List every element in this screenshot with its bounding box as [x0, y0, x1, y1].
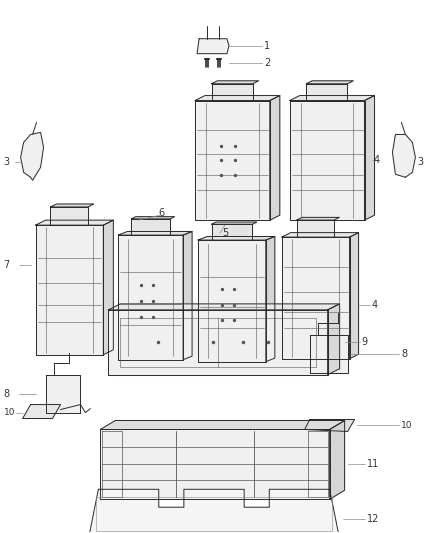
Polygon shape — [212, 81, 258, 84]
Polygon shape — [310, 335, 348, 373]
Text: 6: 6 — [158, 208, 164, 218]
Polygon shape — [297, 217, 339, 220]
Text: 10: 10 — [4, 408, 15, 417]
Polygon shape — [108, 304, 339, 310]
Polygon shape — [198, 237, 275, 240]
Polygon shape — [50, 207, 88, 225]
Polygon shape — [23, 405, 60, 418]
Polygon shape — [183, 231, 192, 360]
Text: 4: 4 — [371, 300, 378, 310]
Text: 12: 12 — [367, 514, 379, 524]
Polygon shape — [290, 95, 374, 101]
Text: 7: 7 — [4, 260, 10, 270]
Polygon shape — [305, 419, 355, 432]
Polygon shape — [212, 224, 252, 240]
Polygon shape — [364, 95, 374, 220]
Polygon shape — [306, 81, 353, 84]
Polygon shape — [350, 232, 359, 359]
Text: 9: 9 — [361, 337, 367, 348]
Text: 3: 3 — [4, 157, 10, 167]
Text: 5: 5 — [222, 228, 228, 238]
Polygon shape — [290, 101, 364, 220]
Polygon shape — [46, 375, 81, 413]
Polygon shape — [297, 220, 334, 237]
Polygon shape — [100, 430, 330, 499]
Polygon shape — [197, 39, 229, 54]
Polygon shape — [392, 134, 415, 177]
Text: 1: 1 — [264, 41, 270, 51]
Polygon shape — [330, 421, 345, 499]
Polygon shape — [270, 95, 280, 220]
Text: 10: 10 — [401, 421, 413, 430]
Polygon shape — [131, 219, 170, 235]
Polygon shape — [131, 216, 175, 219]
Polygon shape — [50, 204, 94, 207]
Text: 4: 4 — [374, 155, 380, 165]
Polygon shape — [198, 240, 266, 362]
Text: 2: 2 — [264, 58, 270, 68]
Polygon shape — [118, 235, 183, 360]
Polygon shape — [212, 84, 253, 101]
Polygon shape — [108, 310, 328, 375]
Polygon shape — [282, 232, 359, 237]
Polygon shape — [328, 304, 339, 375]
Polygon shape — [306, 84, 347, 101]
Polygon shape — [35, 225, 103, 355]
Polygon shape — [266, 237, 275, 362]
Text: 11: 11 — [367, 459, 379, 470]
Polygon shape — [103, 220, 113, 355]
Polygon shape — [195, 101, 270, 220]
Polygon shape — [35, 220, 113, 225]
Polygon shape — [100, 421, 345, 430]
Polygon shape — [282, 237, 350, 359]
Text: 8: 8 — [4, 389, 10, 399]
Polygon shape — [21, 132, 43, 180]
Text: 3: 3 — [417, 157, 424, 167]
Polygon shape — [212, 222, 257, 224]
Polygon shape — [118, 231, 192, 235]
Polygon shape — [195, 95, 280, 101]
Text: 8: 8 — [401, 349, 407, 359]
Polygon shape — [88, 489, 339, 533]
